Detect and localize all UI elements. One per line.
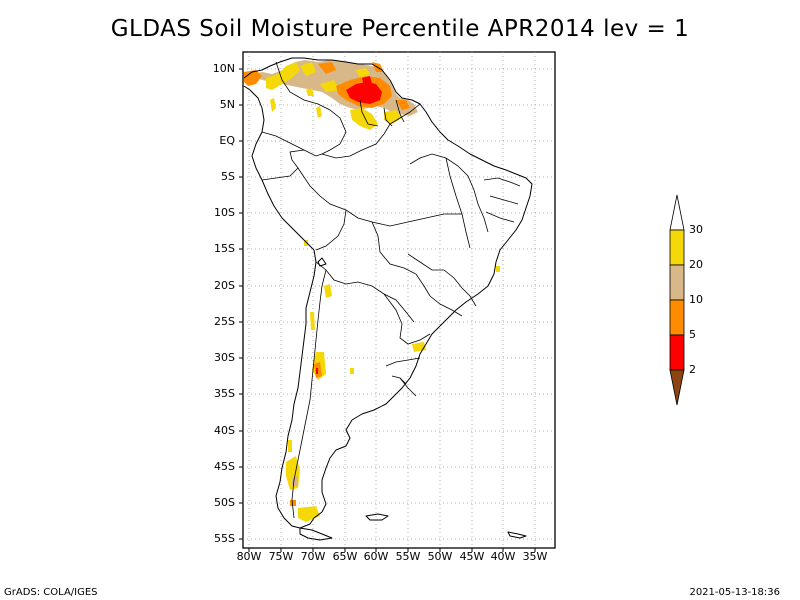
colorbar-5-10	[669, 299, 685, 336]
colorbar-above-30	[669, 194, 685, 231]
lat-label: 5N	[219, 98, 235, 111]
lon-label: 35W	[522, 550, 548, 563]
lat-label: 20S	[214, 279, 235, 292]
lat-label: 15S	[214, 242, 235, 255]
lat-label: 5S	[221, 170, 235, 183]
colorbar-below-2	[669, 369, 685, 406]
lon-label: 40W	[490, 550, 516, 563]
lon-label: 45W	[459, 550, 485, 563]
colorbar	[669, 194, 685, 406]
lon-label: 65W	[332, 550, 358, 563]
shaded-percentile-data	[244, 60, 500, 522]
map-frame	[242, 51, 556, 549]
lat-label: 40S	[214, 424, 235, 437]
map-title: GLDAS Soil Moisture Percentile APR2014 l…	[110, 16, 690, 42]
lat-label: 55S	[214, 532, 235, 545]
lat-label: 30S	[214, 351, 235, 364]
lat-label: 10S	[214, 206, 235, 219]
colorbar-label: 10	[689, 293, 703, 306]
lon-label: 50W	[427, 550, 453, 563]
colorbar-label: 2	[689, 363, 696, 376]
lon-label: 70W	[300, 550, 326, 563]
footer-credit: GrADS: COLA/IGES	[4, 587, 98, 598]
lon-label: 75W	[268, 550, 294, 563]
country-borders	[261, 61, 521, 519]
axis-ticks	[239, 68, 536, 552]
colorbar-2-5	[669, 334, 685, 371]
lon-label: 60W	[363, 550, 389, 563]
lat-label: 50S	[214, 496, 235, 509]
lat-label: 35S	[214, 387, 235, 400]
footer-timestamp: 2021-05-13-18:36	[689, 587, 780, 598]
colorbar-label: 20	[689, 258, 703, 271]
lon-label: 80W	[236, 550, 262, 563]
lat-label: 25S	[214, 315, 235, 328]
colorbar-label: 30	[689, 223, 703, 236]
lat-label: 10N	[212, 62, 235, 75]
lon-label: 55W	[395, 550, 421, 563]
colorbar-label: 5	[689, 328, 696, 341]
colorbar-10-20	[669, 264, 685, 301]
map-grid	[243, 52, 555, 548]
lat-label: 45S	[214, 460, 235, 473]
colorbar-20-30	[669, 229, 685, 266]
lat-label: EQ	[219, 134, 235, 147]
